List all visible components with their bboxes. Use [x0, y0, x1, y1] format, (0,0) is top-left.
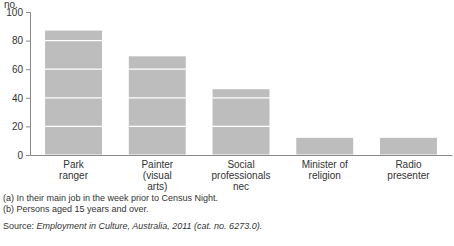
x-tick-label-line: (visual: [143, 170, 172, 181]
x-tick-label-line: presenter: [387, 170, 430, 181]
y-tick-label: 80: [12, 35, 24, 46]
grid-line: [30, 11, 452, 12]
y-tick-label: 40: [12, 93, 24, 104]
bar: [380, 138, 437, 155]
bar: [296, 138, 353, 155]
x-tick: Radiopresenter: [387, 155, 430, 181]
grid: [30, 12, 452, 155]
y-axis-line: [26, 13, 31, 156]
y-axis-title: no.: [4, 0, 18, 10]
bar: [45, 31, 102, 155]
chart: 020406080100ParkrangerPainter(visualarts…: [0, 0, 454, 246]
x-axis-line: [31, 155, 453, 156]
x-tick-label-line: professionals: [212, 170, 271, 181]
grid-line: [30, 40, 452, 41]
grid-line: [30, 69, 452, 70]
x-tick-label-line: Painter: [141, 159, 173, 170]
y-tick: 40: [12, 93, 30, 104]
source-title: Employment in Culture, Australia, 2011 (…: [37, 221, 263, 231]
x-tick-label: Socialprofessionalsnec: [212, 159, 271, 192]
x-tick-label-line: ranger: [59, 170, 89, 181]
y-tick-label: 20: [12, 121, 24, 132]
x-tick-label-line: Park: [63, 159, 85, 170]
bar: [213, 89, 270, 155]
y-tick: 0: [17, 150, 30, 161]
y-tick-mark: [26, 126, 30, 127]
bar: [129, 56, 186, 155]
source: Source: Employment in Culture, Australia…: [3, 221, 262, 231]
y-tick-mark: [26, 155, 30, 156]
y-tick-mark: [26, 41, 30, 42]
x-tick-label: Painter(visualarts): [141, 159, 173, 192]
y-tick-mark: [26, 98, 30, 99]
x-tick: Minister ofreligion: [302, 155, 348, 181]
y-tick-label: 0: [17, 150, 23, 161]
x-tick: Painter(visualarts): [141, 155, 173, 192]
plot-area: [45, 31, 437, 155]
y-tick-label: 60: [12, 64, 24, 75]
y-tick: 20: [12, 121, 30, 132]
y-tick-mark: [26, 69, 30, 70]
x-tick: Socialprofessionalsnec: [212, 155, 271, 192]
x-tick-label-line: nec: [233, 181, 249, 192]
x-axis: Parkranger Painter(visualarts) Socialprofe…: [31, 155, 453, 192]
x-tick: Parkranger: [59, 155, 89, 181]
y-axis: 020406080100: [6, 7, 30, 161]
y-tick: 60: [12, 64, 30, 75]
footnote: (a) In their main job in the week prior …: [3, 193, 218, 203]
x-tick-label-line: religion: [309, 170, 341, 181]
x-tick-label-line: Radio: [395, 159, 422, 170]
y-tick: 80: [12, 35, 30, 46]
x-tick-label: Minister ofreligion: [302, 159, 348, 181]
x-tick-label-line: arts): [147, 181, 167, 192]
x-tick-label-line: Minister of: [302, 159, 348, 170]
grid-line: [30, 154, 452, 155]
grid-line: [30, 126, 452, 127]
source-prefix: Source:: [3, 221, 37, 231]
x-tick-label-line: Social: [227, 159, 254, 170]
x-tick-label: Parkranger: [59, 159, 89, 181]
y-tick-mark: [26, 12, 30, 13]
footnote: (b) Persons aged 15 years and over.: [3, 204, 149, 214]
x-tick-label: Radiopresenter: [387, 159, 430, 181]
grid-line: [30, 97, 452, 98]
